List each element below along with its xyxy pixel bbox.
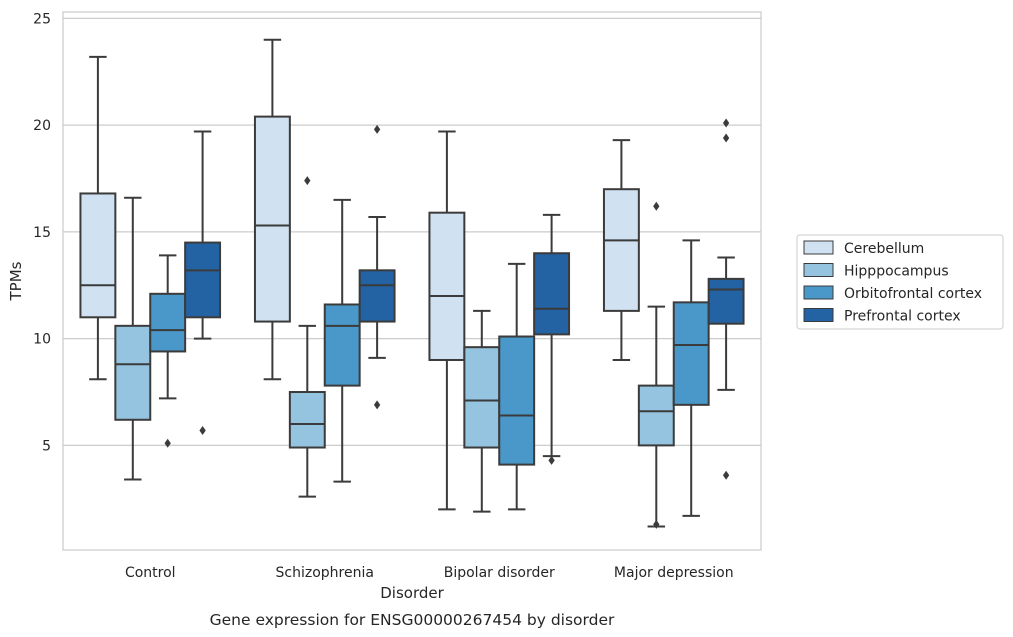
box-body bbox=[498, 335, 536, 466]
box-prefrontal-cortex bbox=[533, 213, 571, 465]
y-tick-label: 10 bbox=[33, 332, 51, 348]
legend-label: Orbitofrontal cortex bbox=[844, 286, 982, 302]
outlier-point bbox=[653, 201, 660, 211]
box-body bbox=[602, 188, 640, 312]
outlier-point bbox=[653, 519, 660, 529]
box-orbitofrontal-cortex bbox=[672, 239, 710, 517]
box-cerebellum bbox=[602, 139, 640, 361]
box-body bbox=[358, 269, 396, 323]
box-hipppocampus bbox=[114, 196, 152, 481]
legend-swatch bbox=[803, 263, 834, 277]
x-tick-labels: Control Schizophrenia Bipolar disorder Majo… bbox=[125, 565, 734, 581]
box-hipppocampus bbox=[288, 176, 326, 498]
outlier-point bbox=[722, 470, 730, 480]
x-axis-title: Disorder bbox=[380, 584, 444, 602]
plot-area-frame bbox=[62, 11, 762, 551]
legend-swatch bbox=[803, 308, 834, 322]
legend-swatch bbox=[803, 240, 834, 255]
box-cerebellum bbox=[253, 38, 291, 381]
box-body bbox=[184, 241, 222, 319]
y-tick-label: 15 bbox=[33, 225, 51, 241]
outlier-point bbox=[199, 425, 206, 435]
box-body bbox=[428, 211, 466, 361]
box-body bbox=[149, 292, 187, 353]
box-prefrontal-cortex bbox=[184, 130, 222, 435]
y-axis-title: TPMs bbox=[7, 261, 25, 301]
legend-swatch bbox=[803, 285, 834, 300]
y-tick-label: 5 bbox=[42, 438, 51, 454]
box-orbitofrontal-cortex bbox=[498, 262, 536, 511]
legend-label: Hipppocampus bbox=[844, 264, 949, 280]
box-body bbox=[79, 192, 117, 319]
box-body bbox=[288, 391, 326, 449]
x-tick-label: Control bbox=[125, 565, 176, 581]
outlier-point bbox=[373, 400, 381, 410]
box-cerebellum bbox=[428, 130, 466, 511]
y-tick-label: 20 bbox=[33, 118, 51, 134]
box-prefrontal-cortex bbox=[707, 118, 745, 480]
box-prefrontal-cortex bbox=[358, 124, 396, 410]
box-plots bbox=[79, 38, 745, 529]
box-body bbox=[637, 384, 675, 447]
box-orbitofrontal-cortex bbox=[323, 198, 361, 483]
box-body bbox=[707, 277, 745, 325]
x-tick-label: Major depression bbox=[614, 565, 734, 581]
box-body bbox=[114, 324, 152, 421]
y-tick-label: 25 bbox=[33, 11, 51, 27]
y-tick-labels: 5 10 15 20 25 bbox=[33, 11, 51, 454]
box-hipppocampus bbox=[463, 309, 501, 513]
legend-label: Prefrontal cortex bbox=[844, 309, 961, 325]
outlier-point bbox=[304, 176, 311, 186]
x-tick-label: Schizophrenia bbox=[276, 565, 374, 581]
box-body bbox=[253, 115, 291, 323]
box-body bbox=[533, 252, 571, 336]
outlier-point bbox=[164, 438, 171, 448]
box-cerebellum bbox=[79, 55, 117, 381]
legend-label: Cerebellum bbox=[844, 241, 924, 257]
box-hipppocampus bbox=[637, 201, 675, 529]
outlier-point bbox=[373, 124, 381, 134]
box-body bbox=[323, 303, 361, 387]
outlier-point bbox=[722, 133, 730, 143]
outlier-point bbox=[722, 118, 730, 128]
legend-frame bbox=[796, 234, 1004, 330]
legend: Cerebellum Hipppocampus Orbitofrontal cort… bbox=[796, 234, 1004, 330]
box-body bbox=[672, 301, 710, 406]
box-orbitofrontal-cortex bbox=[149, 254, 187, 448]
x-tick-label: Bipolar disorder bbox=[444, 565, 555, 581]
box-body bbox=[463, 346, 501, 449]
outlier-point bbox=[548, 455, 555, 465]
chart-title: Gene expression for ENSG00000267454 by d… bbox=[210, 611, 615, 629]
